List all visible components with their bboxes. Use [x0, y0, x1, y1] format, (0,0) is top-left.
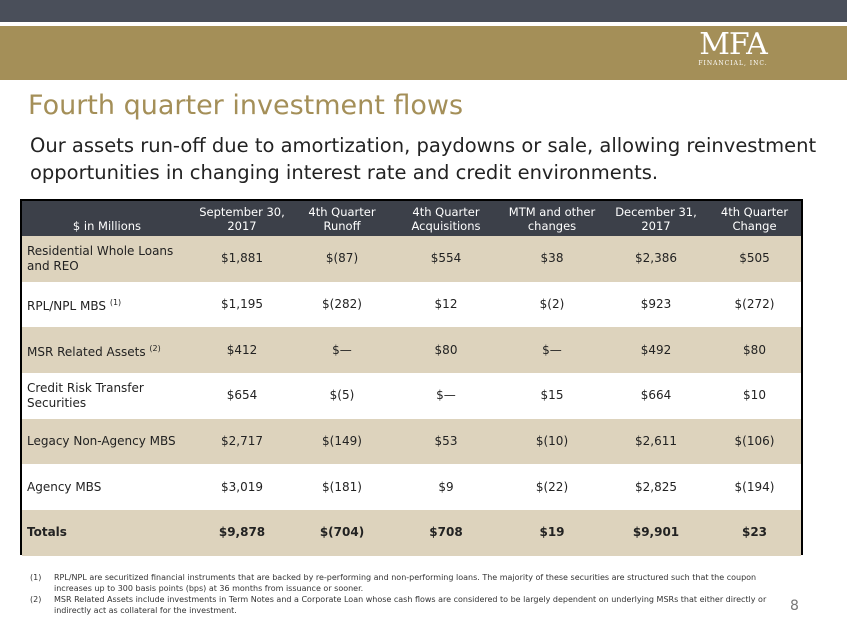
column-header: 4th Quarter Runoff [308, 205, 376, 233]
row-label-text: RPL/NPL MBS [27, 299, 107, 314]
table-cell: $15 [540, 388, 564, 403]
table-row: RPL/NPL MBS (1) $1,195 $(282) $12 $(2) $… [22, 281, 801, 328]
table-cell: $80 [434, 342, 458, 357]
table-cell: $23 [741, 525, 768, 540]
table-cell: $(149) [322, 434, 362, 449]
table-cell: $654 [226, 388, 258, 403]
table-cell: $9 [438, 479, 454, 494]
table-cell: $923 [640, 297, 672, 312]
table-cell: $3,019 [221, 479, 263, 494]
table-cell: $664 [640, 388, 672, 403]
table-cell: $2,825 [635, 479, 677, 494]
table-cell: $492 [640, 342, 672, 357]
footnote-text: RPL/NPL are securitized financial instru… [54, 573, 757, 593]
footnote: (1) RPL/NPL are securitized financial in… [30, 572, 775, 594]
column-header: December 31, 2017 [615, 205, 697, 233]
table-cell: $— [332, 342, 352, 357]
table-cell: $(87) [325, 251, 359, 266]
table-cell: $12 [434, 297, 458, 312]
table-header-row: $ in Millions September 30, 2017 4th Qua… [22, 201, 801, 236]
footnote-number: (1) [30, 573, 42, 582]
footnote-number: (2) [30, 595, 42, 604]
page-title: Fourth quarter investment flows [28, 90, 464, 121]
top-band [0, 0, 847, 22]
table-cell: $— [436, 388, 456, 403]
row-label: Residential Whole Loans and REO [22, 236, 192, 282]
row-label-text: Agency MBS [27, 479, 102, 494]
table-cell: $(282) [322, 297, 362, 312]
table-cell: $80 [743, 342, 766, 357]
table-cell: $1,881 [221, 251, 263, 266]
column-header: 4th Quarter Acquisitions [411, 205, 481, 233]
row-label-text: MSR Related Assets [27, 344, 146, 359]
table-cell: $708 [429, 525, 463, 540]
totals-row: Totals $9,878 $(704) $708 $19 $9,901 $23 [22, 510, 801, 556]
logo-subtitle: FINANCIAL, INC. [698, 60, 768, 67]
row-label-text: Credit Risk Transfer Securities [27, 380, 144, 410]
table-cell: $(5) [329, 388, 355, 403]
company-logo: MFA FINANCIAL, INC. [693, 30, 773, 76]
row-label: RPL/NPL MBS (1) [22, 282, 192, 328]
table-row: Credit Risk Transfer Securities $654 $(5… [22, 373, 801, 419]
investment-flows-table: $ in Millions September 30, 2017 4th Qua… [20, 199, 803, 556]
table-cell: $(272) [734, 297, 775, 312]
table-cell: $9,901 [632, 525, 680, 540]
table-cell: $(10) [535, 434, 569, 449]
table-cell: $19 [539, 525, 565, 540]
table-cell: $10 [743, 388, 766, 403]
page-subtitle: Our assets run-off due to amortization, … [30, 134, 817, 184]
table-cell: $505 [739, 251, 770, 266]
table-cell: $(106) [734, 434, 775, 449]
table-cell: $53 [434, 434, 458, 449]
row-label: MSR Related Assets (2) [22, 327, 192, 373]
table-cell: $412 [226, 342, 258, 357]
brand-band [0, 26, 847, 80]
row-label-text: Legacy Non-Agency MBS [27, 434, 176, 449]
footnote-text: MSR Related Assets include investments i… [54, 595, 767, 615]
row-label: Totals [22, 510, 192, 556]
column-header: $ in Millions [72, 219, 142, 233]
row-label-text: Totals [27, 525, 67, 540]
table-row: Legacy Non-Agency MBS $2,717 $(149) $53 … [22, 418, 801, 465]
table-row: Residential Whole Loans and REO $1,881 $… [22, 236, 801, 282]
row-label: Legacy Non-Agency MBS [22, 419, 192, 465]
table-cell: $554 [430, 251, 462, 266]
row-label: Credit Risk Transfer Securities [22, 373, 192, 419]
footnote-ref: (1) [109, 298, 122, 308]
table-cell: $— [542, 342, 562, 357]
column-header: September 30, 2017 [199, 205, 285, 233]
row-label: Agency MBS [22, 464, 192, 510]
table-cell: $(704) [319, 525, 365, 540]
table-row: Agency MBS $3,019 $(181) $9 $(22) $2,825… [22, 464, 801, 511]
row-label-text: Residential Whole Loans and REO [27, 243, 174, 273]
column-header: 4th Quarter Change [720, 205, 789, 233]
footnote: (2) MSR Related Assets include investmen… [30, 594, 775, 616]
table-row: MSR Related Assets (2) $412 $— $80 $— $4… [22, 327, 801, 374]
top-divider [0, 22, 847, 26]
table-cell: $38 [540, 251, 564, 266]
table-cell: $2,717 [221, 434, 263, 449]
table-cell: $(2) [539, 297, 565, 312]
table-cell: $(181) [322, 479, 362, 494]
table-cell: $9,878 [218, 525, 266, 540]
page-number: 8 [790, 598, 799, 614]
table-cell: $2,611 [635, 434, 677, 449]
table-cell: $(194) [734, 479, 775, 494]
table-cell: $1,195 [221, 297, 263, 312]
table-cell: $2,386 [635, 251, 677, 266]
table-cell: $(22) [535, 479, 569, 494]
column-header: MTM and other changes [508, 205, 596, 233]
footnote-ref: (2) [149, 343, 161, 353]
footnotes: (1) RPL/NPL are securitized financial in… [30, 572, 775, 616]
logo-mark: MFA [699, 27, 768, 62]
